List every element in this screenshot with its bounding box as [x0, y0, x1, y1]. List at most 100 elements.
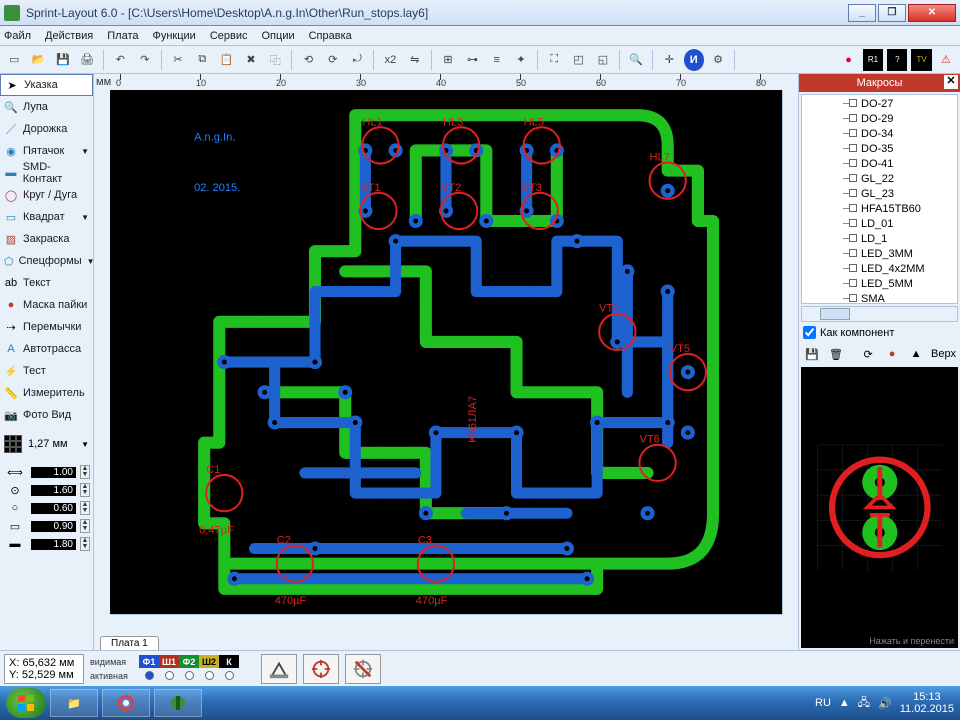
macro-item[interactable]: DO-41 [803, 156, 956, 171]
undo-button[interactable]: ↶ [110, 49, 130, 71]
tool-test[interactable]: ⚡Тест [0, 360, 93, 382]
tool-text[interactable]: abТекст [0, 272, 93, 294]
tool-measure[interactable]: 📏Измеритель [0, 382, 93, 404]
drc-button[interactable] [261, 654, 297, 684]
close-button[interactable]: ✕ [908, 4, 956, 22]
tool-smd[interactable]: ▬SMD-Контакт [0, 162, 93, 184]
param-1[interactable]: ⊙1.60▲▼ [3, 482, 90, 498]
macro-item[interactable]: DO-29 [803, 111, 956, 126]
no-target-button[interactable] [345, 654, 381, 684]
tray-net-icon[interactable]: 🖧 [858, 694, 870, 713]
layer-Ф2[interactable]: Ф2 [179, 655, 199, 668]
snap-button[interactable]: ⊞ [438, 49, 458, 71]
tool-auto[interactable]: AАвтотрасса [0, 338, 93, 360]
macro-mirror-icon[interactable]: ▲ [907, 345, 925, 363]
-button[interactable] [741, 49, 761, 71]
redo-button[interactable]: ↷ [135, 49, 155, 71]
macro-item[interactable]: LED_5MM [803, 276, 956, 291]
macro-item[interactable]: SMA [803, 291, 956, 304]
target-button[interactable] [303, 654, 339, 684]
junction-button[interactable]: ✦ [511, 49, 531, 71]
tool-track[interactable]: ／Дорожка [0, 118, 93, 140]
param-spinner[interactable]: ▲▼ [80, 465, 90, 479]
macro-item[interactable]: DO-35 [803, 141, 956, 156]
layer-Ф2[interactable] [179, 669, 199, 682]
macro-item[interactable]: DO-27 [803, 96, 956, 111]
layer-Ш2[interactable] [199, 669, 219, 682]
tool-rect[interactable]: ▭Квадрат▼ [0, 206, 93, 228]
menu-Сервис[interactable]: Сервис [210, 30, 248, 42]
copy-button[interactable]: ⧉ [192, 49, 212, 71]
macro-item[interactable]: LED_4x2MM [803, 261, 956, 276]
tv-button[interactable]: TV [911, 49, 931, 71]
param-3[interactable]: ▭0.90▲▼ [3, 518, 90, 534]
info-blue-button[interactable]: И [684, 49, 704, 71]
macro-item[interactable]: LD_01 [803, 216, 956, 231]
tool-jumper[interactable]: ⇢Перемычки [0, 316, 93, 338]
tool-mask[interactable]: ●Маска пайки [0, 294, 93, 316]
macro-item[interactable]: GL_22 [803, 171, 956, 186]
zoom-full-button[interactable]: ⛶ [544, 49, 564, 71]
rot-l-button[interactable]: ⟲ [298, 49, 318, 71]
macro-flip-icon[interactable]: ● [883, 345, 901, 363]
tray-vol-icon[interactable]: 🔊 [878, 697, 892, 710]
macro-item[interactable]: GL_23 [803, 186, 956, 201]
scrollbar-horizontal[interactable] [110, 614, 782, 630]
layer-Ф1[interactable] [139, 669, 159, 682]
menu-Файл[interactable]: Файл [4, 30, 31, 42]
-button[interactable] [765, 49, 785, 71]
zoom-win-button[interactable]: ◰ [568, 49, 588, 71]
dup-button[interactable]: ⿻ [265, 49, 285, 71]
layer-Ш1[interactable] [159, 669, 179, 682]
cut-button[interactable]: ✂ [168, 49, 188, 71]
macro-item[interactable]: DO-34 [803, 126, 956, 141]
param-2[interactable]: ○0.60▲▼ [3, 500, 90, 516]
zoom-sel-button[interactable]: ◱ [593, 49, 613, 71]
-button[interactable] [814, 49, 834, 71]
delete-button[interactable]: ✖ [241, 49, 261, 71]
layer-К[interactable] [219, 669, 239, 682]
rot-a-button[interactable]: ⤾ [347, 49, 367, 71]
warn-button[interactable]: ⚠ [936, 49, 956, 71]
minimize-button[interactable]: _ [848, 4, 876, 22]
tray-clock[interactable]: 15:13 11.02.2015 [900, 691, 954, 715]
task-chrome[interactable] [102, 689, 150, 717]
layer-Ш1[interactable]: Ш1 [159, 655, 179, 668]
tool-arc[interactable]: ◯Круг / Дуга [0, 184, 93, 206]
scrollbar-vertical[interactable] [782, 90, 798, 614]
menu-Действия[interactable]: Действия [45, 30, 93, 42]
menu-Плата[interactable]: Плата [107, 30, 138, 42]
as-component-row[interactable]: Как компонент [799, 322, 960, 343]
connect-button[interactable]: ⊶ [462, 49, 482, 71]
tray-lang[interactable]: RU [815, 697, 831, 709]
start-button[interactable] [6, 688, 46, 718]
pcb-canvas[interactable]: A.n.g.In.02. 2015.HL1HL3HL5HL7VT1VT2VT3V… [110, 90, 782, 614]
macro-rotate-icon[interactable]: ⟳ [859, 345, 877, 363]
paste-button[interactable]: 📋 [216, 49, 236, 71]
tray-flag-icon[interactable]: ▲ [839, 697, 850, 709]
task-sprint[interactable] [154, 689, 202, 717]
tool-fill[interactable]: ▨Закраска [0, 228, 93, 250]
macro-save-icon[interactable]: 💾 [803, 345, 821, 363]
open-button[interactable]: 📂 [28, 49, 48, 71]
tool-zoom[interactable]: 🔍Лупа [0, 96, 93, 118]
macro-item[interactable]: LD_1 [803, 231, 956, 246]
param-spinner[interactable]: ▲▼ [80, 483, 90, 497]
maximize-button[interactable]: ❐ [878, 4, 906, 22]
layer-К[interactable]: К [219, 655, 239, 668]
layer-Ф1[interactable]: Ф1 [139, 655, 159, 668]
grid-setting[interactable]: 1,27 мм ▼ [0, 432, 93, 456]
l1-button[interactable]: R1 [863, 49, 883, 71]
macro-delete-icon[interactable]: 🗑 [827, 345, 845, 363]
rec-button[interactable]: ● [838, 49, 858, 71]
param-spinner[interactable]: ▲▼ [80, 501, 90, 515]
save-button[interactable]: 💾 [53, 49, 73, 71]
tool-pad[interactable]: ◉Пятачок▼ [0, 140, 93, 162]
menu-Справка[interactable]: Справка [309, 30, 352, 42]
mirror-button[interactable]: ⇋ [405, 49, 425, 71]
menu-Функции[interactable]: Функции [152, 30, 195, 42]
as-component-checkbox[interactable] [803, 326, 816, 339]
macros-list[interactable]: DO-27DO-29DO-34DO-35DO-41GL_22GL_23HFA15… [801, 94, 958, 304]
magnifier-button[interactable]: 🔍 [626, 49, 646, 71]
macros-close-button[interactable]: ✕ [944, 75, 958, 89]
